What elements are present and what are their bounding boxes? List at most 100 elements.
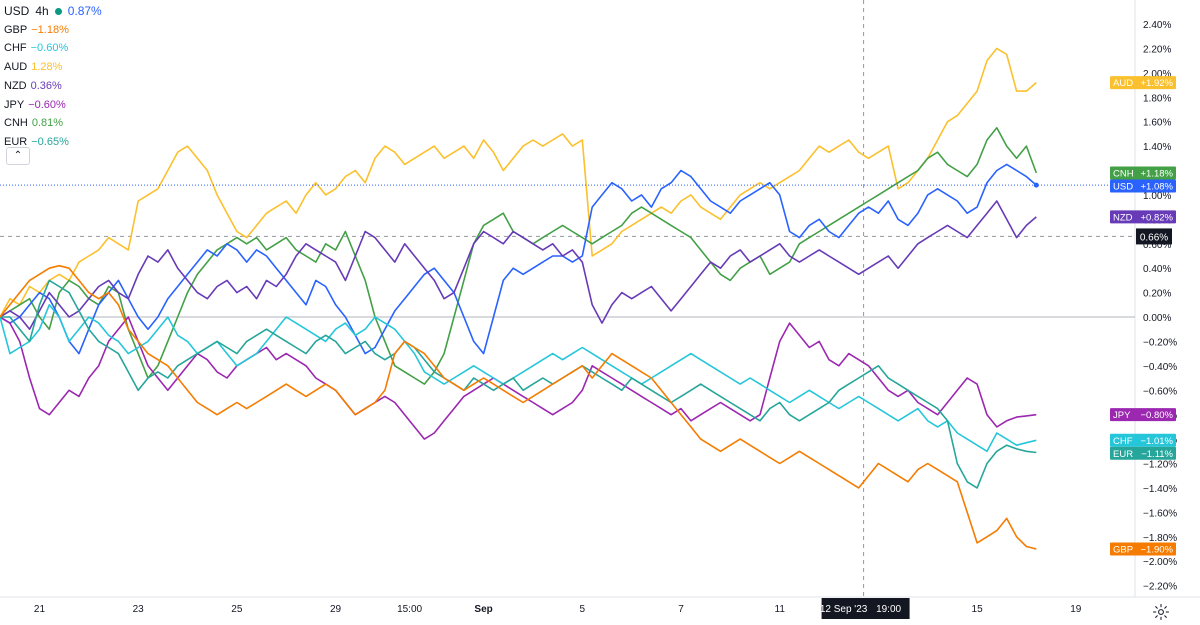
market-status-dot-icon: [54, 8, 62, 16]
crosshair-x-time: 19:00: [876, 604, 901, 615]
y-tick-label: 2.00%: [1143, 69, 1171, 80]
legend-item-cnh[interactable]: CNH 0.81%: [4, 114, 102, 133]
end-label-gbp: GBP −1.90%: [1110, 542, 1176, 556]
legend-item-value: −1.18%: [31, 23, 69, 36]
x-tick-label: Sep: [474, 604, 492, 615]
y-tick-label: 0.40%: [1143, 264, 1171, 275]
end-label-symbol: EUR: [1113, 449, 1133, 460]
end-label-value: −0.80%: [1141, 410, 1174, 421]
legend-item-symbol: AUD: [4, 61, 28, 74]
end-label-symbol: JPY: [1113, 410, 1131, 421]
x-tick-label: 5: [580, 604, 586, 615]
crosshair-x-date: 12 Sep '23: [820, 604, 868, 615]
end-label-box: [1110, 210, 1176, 224]
y-tick-label: 1.40%: [1143, 142, 1171, 153]
y-tick-label: 1.00%: [1143, 191, 1171, 202]
legend-item-jpy[interactable]: JPY −0.60%: [4, 96, 102, 115]
y-tick-label: 0.00%: [1143, 313, 1171, 324]
series-line-jpy: [0, 316, 1037, 440]
x-tick-label: 21: [34, 604, 46, 615]
end-label-value: +1.18%: [1141, 168, 1174, 179]
legend-item-symbol: CNH: [4, 117, 28, 130]
legend-main-row[interactable]: USD 4h 0.87%: [4, 2, 102, 21]
x-tick-label: 7: [678, 604, 684, 615]
end-label-symbol: GBP: [1113, 544, 1133, 555]
y-tick-label: −0.20%: [1143, 337, 1177, 348]
legend-item-aud[interactable]: AUD 1.28%: [4, 58, 102, 77]
legend-item-value: 0.36%: [30, 79, 62, 92]
x-tick-label: 15:00: [397, 604, 422, 615]
y-tick-label: −0.40%: [1143, 362, 1177, 373]
end-label-cnh: CNH +1.18%: [1110, 166, 1176, 180]
legend-item-chf[interactable]: CHF −0.60%: [4, 39, 102, 58]
x-tick-label: 29: [330, 604, 342, 615]
legend-item-symbol: CHF: [4, 42, 27, 55]
end-label-value: −1.90%: [1141, 544, 1174, 555]
end-label-symbol: AUD: [1113, 78, 1133, 89]
gear-icon[interactable]: [1152, 603, 1170, 621]
end-label-symbol: NZD: [1113, 212, 1133, 223]
legend-item-value: 1.28%: [31, 61, 63, 74]
y-tick-label: 0.60%: [1143, 240, 1171, 251]
crosshair-x-label-box: [821, 598, 910, 619]
end-label-box: [1110, 166, 1176, 180]
series-line-aud: [0, 47, 1037, 318]
chevron-up-icon: ⌃: [13, 150, 23, 161]
series-line-eur: [0, 279, 1037, 489]
x-tick-label: 23: [133, 604, 145, 615]
legend-item-symbol: JPY: [4, 98, 25, 111]
y-tick-label: −2.20%: [1143, 582, 1177, 593]
chart-legend: USD 4h 0.87% GBP −1.18% CHF −0.60% AUD 1.28% NZD…: [4, 2, 102, 152]
legend-item-value: 0.81%: [31, 117, 64, 130]
legend-main-value: 0.87%: [67, 4, 102, 18]
crosshair-y-label-box: [1136, 228, 1172, 245]
legend-item-symbol: EUR: [4, 135, 28, 148]
legend-item-value: −0.60%: [30, 42, 69, 55]
crosshair-y-label: 0.66%: [1140, 232, 1168, 243]
end-label-nzd: NZD +0.82%: [1110, 210, 1176, 224]
legend-item-eur[interactable]: EUR −0.65%: [4, 133, 102, 152]
y-tick-label: 0.20%: [1143, 289, 1171, 300]
usd-last-point: [1033, 182, 1039, 188]
end-label-value: +1.08%: [1141, 181, 1174, 192]
end-label-usd: USD +1.08%: [1110, 179, 1176, 193]
legend-item-value: −0.60%: [28, 98, 66, 111]
y-tick-label: −1.60%: [1143, 508, 1177, 519]
end-label-value: +0.82%: [1141, 212, 1174, 223]
end-label-jpy: JPY −0.80%: [1110, 408, 1176, 422]
y-tick-label: 2.20%: [1143, 44, 1171, 55]
end-label-value: −1.11%: [1141, 449, 1173, 460]
y-tick-label: 1.80%: [1143, 93, 1171, 104]
x-tick-label: 19: [1070, 604, 1082, 615]
collapse-legend-button[interactable]: ⌃: [6, 147, 30, 165]
end-label-value: +1.92%: [1141, 78, 1174, 89]
legend-main-interval: 4h: [35, 4, 49, 18]
x-tick-label: 15: [972, 604, 984, 615]
end-label-symbol: USD: [1113, 181, 1133, 192]
y-tick-label: 1.60%: [1143, 118, 1171, 129]
y-tick-label: −0.60%: [1143, 386, 1177, 397]
end-label-box: [1110, 76, 1176, 90]
end-label-eur: EUR −1.11%: [1110, 446, 1176, 460]
y-tick-label: −1.40%: [1143, 484, 1177, 495]
x-tick-label: 25: [231, 604, 243, 615]
end-label-box: [1110, 408, 1176, 422]
end-label-box: [1110, 433, 1176, 447]
y-tick-label: 2.40%: [1143, 20, 1171, 31]
legend-item-gbp[interactable]: GBP −1.18%: [4, 21, 102, 40]
legend-main-symbol: USD: [4, 4, 30, 18]
series-line-gbp: [0, 264, 1037, 550]
series-line-usd: [0, 163, 1037, 355]
legend-item-nzd[interactable]: NZD 0.36%: [4, 77, 102, 96]
legend-item-symbol: NZD: [4, 79, 27, 92]
end-label-box: [1110, 446, 1176, 460]
end-label-box: [1110, 542, 1176, 556]
y-tick-label: −1.20%: [1143, 460, 1177, 471]
x-tick-label: 11: [775, 604, 786, 615]
end-label-box: [1110, 179, 1176, 193]
series-line-nzd: [0, 200, 1037, 331]
legend-item-symbol: GBP: [4, 23, 28, 36]
end-label-aud: AUD +1.92%: [1110, 76, 1176, 90]
end-label-chf: CHF −1.01%: [1110, 433, 1176, 447]
